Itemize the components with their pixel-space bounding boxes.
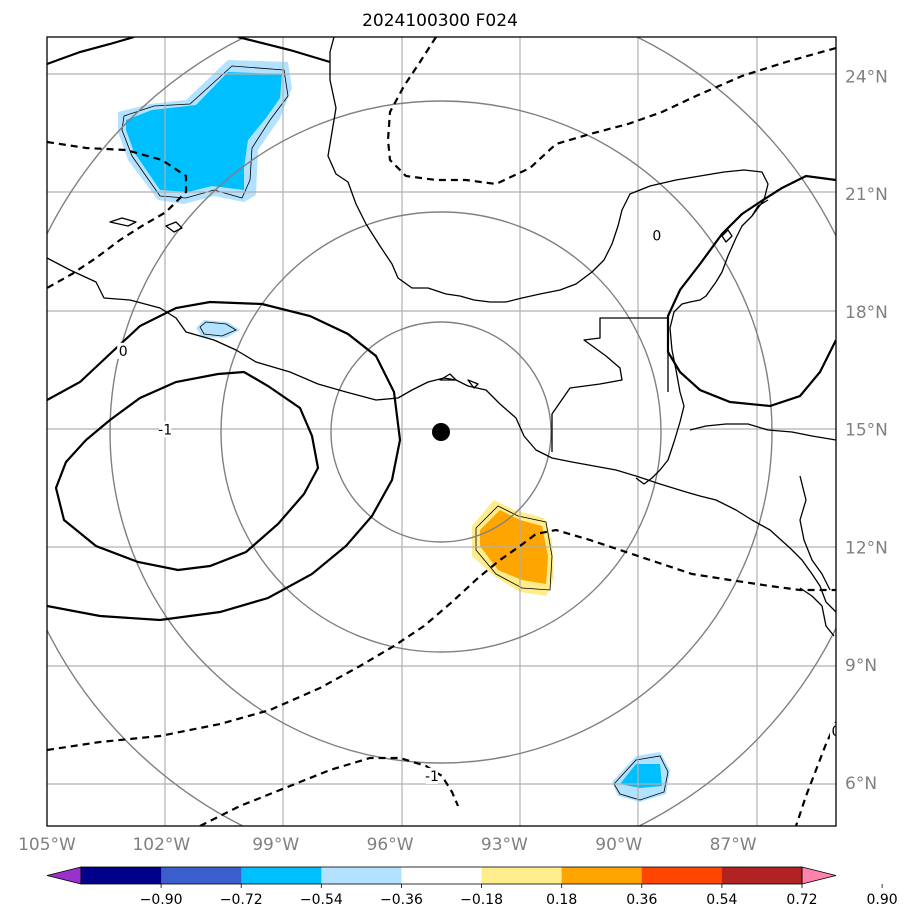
outline-nw xyxy=(121,65,289,199)
colorbar-segment xyxy=(321,867,402,884)
blue-shading-south xyxy=(620,764,662,788)
island-tres-marias xyxy=(165,221,183,233)
range-rings xyxy=(47,37,836,826)
lon-tick-label: 87°W xyxy=(710,835,757,855)
colorbar-frame xyxy=(80,866,803,885)
contour-label: 0 xyxy=(119,344,128,360)
colorbar-labels: −0.90 −0.72 −0.54 −0.36 −0.18 0.18 0.36 0.54 0.7… xyxy=(140,884,898,908)
map-title: 2024100300 F024 xyxy=(362,11,518,31)
contour-solid-top-left xyxy=(47,37,135,66)
coastline-honduras xyxy=(689,423,836,441)
shading-outline-layer xyxy=(121,65,669,801)
colorbar-segment xyxy=(721,867,803,884)
contour-label: 0 xyxy=(652,228,661,244)
dashed-contour-north xyxy=(386,37,836,186)
island-small-1 xyxy=(439,373,457,381)
colorbar-tick-label: −0.18 xyxy=(460,892,503,908)
colorbar-segment xyxy=(481,867,563,884)
coastline-panama-islands xyxy=(799,587,835,637)
contour-lines xyxy=(47,37,836,622)
contour-label-background xyxy=(425,767,438,784)
graticule xyxy=(47,37,836,826)
lat-tick-label: 24°N xyxy=(845,67,888,87)
range-ring-3 xyxy=(109,100,773,764)
lon-tick-labels: 105°W 102°W 99°W 96°W 93°W 90°W 87°W xyxy=(18,835,757,855)
outline-south xyxy=(613,755,669,801)
coastlines xyxy=(47,37,836,637)
lon-tick-label: 99°W xyxy=(252,835,299,855)
contour-minus1-west xyxy=(54,370,320,572)
colorbar-tick-label: −0.90 xyxy=(140,892,183,908)
colorbar-tick-label: 0.54 xyxy=(706,892,737,908)
coastline-yucatan-east xyxy=(635,281,717,485)
colorbar-segment xyxy=(561,867,643,884)
dashed-contour-nw xyxy=(47,140,188,289)
contour-label-group: 0 -1 -1 0 0 xyxy=(117,227,841,785)
colorbar-tick-label: 0.72 xyxy=(786,892,817,908)
range-ring-2 xyxy=(220,211,662,653)
range-ring-1 xyxy=(330,321,552,543)
island-socorro xyxy=(109,217,137,227)
lon-tick-label: 93°W xyxy=(481,835,528,855)
contour-zero-east xyxy=(666,174,836,408)
colorbar-segment xyxy=(81,867,162,884)
light-blue-shading-small xyxy=(196,320,240,338)
colorbar-extend-min xyxy=(46,866,82,885)
lon-tick-label: 90°W xyxy=(595,835,642,855)
plot-area: 0 -1 -1 0 0 xyxy=(47,37,841,826)
lon-tick-label: 96°W xyxy=(367,835,414,855)
contour-label: -1 xyxy=(158,422,172,438)
colorbar-segment xyxy=(241,867,322,884)
dashed-contours xyxy=(47,37,836,826)
island-cozumel xyxy=(721,229,733,243)
contour-solid-top-right xyxy=(237,37,331,64)
colorbar-extend-max xyxy=(801,866,837,885)
border-guatemala xyxy=(551,317,669,452)
lat-tick-label: 15°N xyxy=(845,421,888,441)
colorbar xyxy=(46,866,837,885)
outline-small xyxy=(199,321,237,337)
lat-tick-label: 9°N xyxy=(845,656,877,676)
dashed-contour-se-edge xyxy=(794,721,836,826)
contour-label-background xyxy=(650,227,663,244)
contour-label-background xyxy=(159,421,172,438)
colorbar-tick-label: 0.90 xyxy=(867,892,898,908)
colorbar-tick-label: −0.72 xyxy=(220,892,263,908)
lat-tick-label: 6°N xyxy=(845,774,877,794)
lat-tick-label: 18°N xyxy=(845,303,888,323)
colorbar-tick-label: 0.36 xyxy=(626,892,657,908)
colorbar-tick-label: 0.18 xyxy=(546,892,577,908)
lon-tick-label: 102°W xyxy=(132,835,190,855)
lon-tick-label: 105°W xyxy=(18,835,76,855)
coastline-mexico-pacific xyxy=(47,257,836,613)
colorbar-tick-label: −0.54 xyxy=(300,892,343,908)
contour-label-background xyxy=(117,342,130,359)
colorbar-segment xyxy=(641,867,723,884)
dashed-contour-south xyxy=(47,528,836,752)
contour-zero-west xyxy=(47,300,402,622)
colorbar-segment xyxy=(161,867,242,884)
lat-tick-labels: 24°N 21°N 18°N 15°N 12°N 9°N 6°N xyxy=(845,67,888,794)
contour-label: 0 xyxy=(832,724,841,740)
plot-frame xyxy=(46,36,837,827)
storm-center-marker xyxy=(432,423,450,441)
colorbar-tick-label: −0.36 xyxy=(380,892,423,908)
coastline-gulf-west xyxy=(327,37,769,303)
lat-tick-label: 21°N xyxy=(845,185,888,205)
lat-tick-label: 12°N xyxy=(845,538,888,558)
dashed-contour-minus1-south xyxy=(199,756,460,826)
outline-se xyxy=(475,505,553,591)
colorbar-segment xyxy=(401,867,483,884)
contour-label-background xyxy=(830,722,836,739)
contour-label: -1 xyxy=(425,769,439,785)
island-small-2 xyxy=(467,379,479,389)
coastline-cuba xyxy=(751,199,769,217)
coastline-nicaragua xyxy=(799,475,831,591)
